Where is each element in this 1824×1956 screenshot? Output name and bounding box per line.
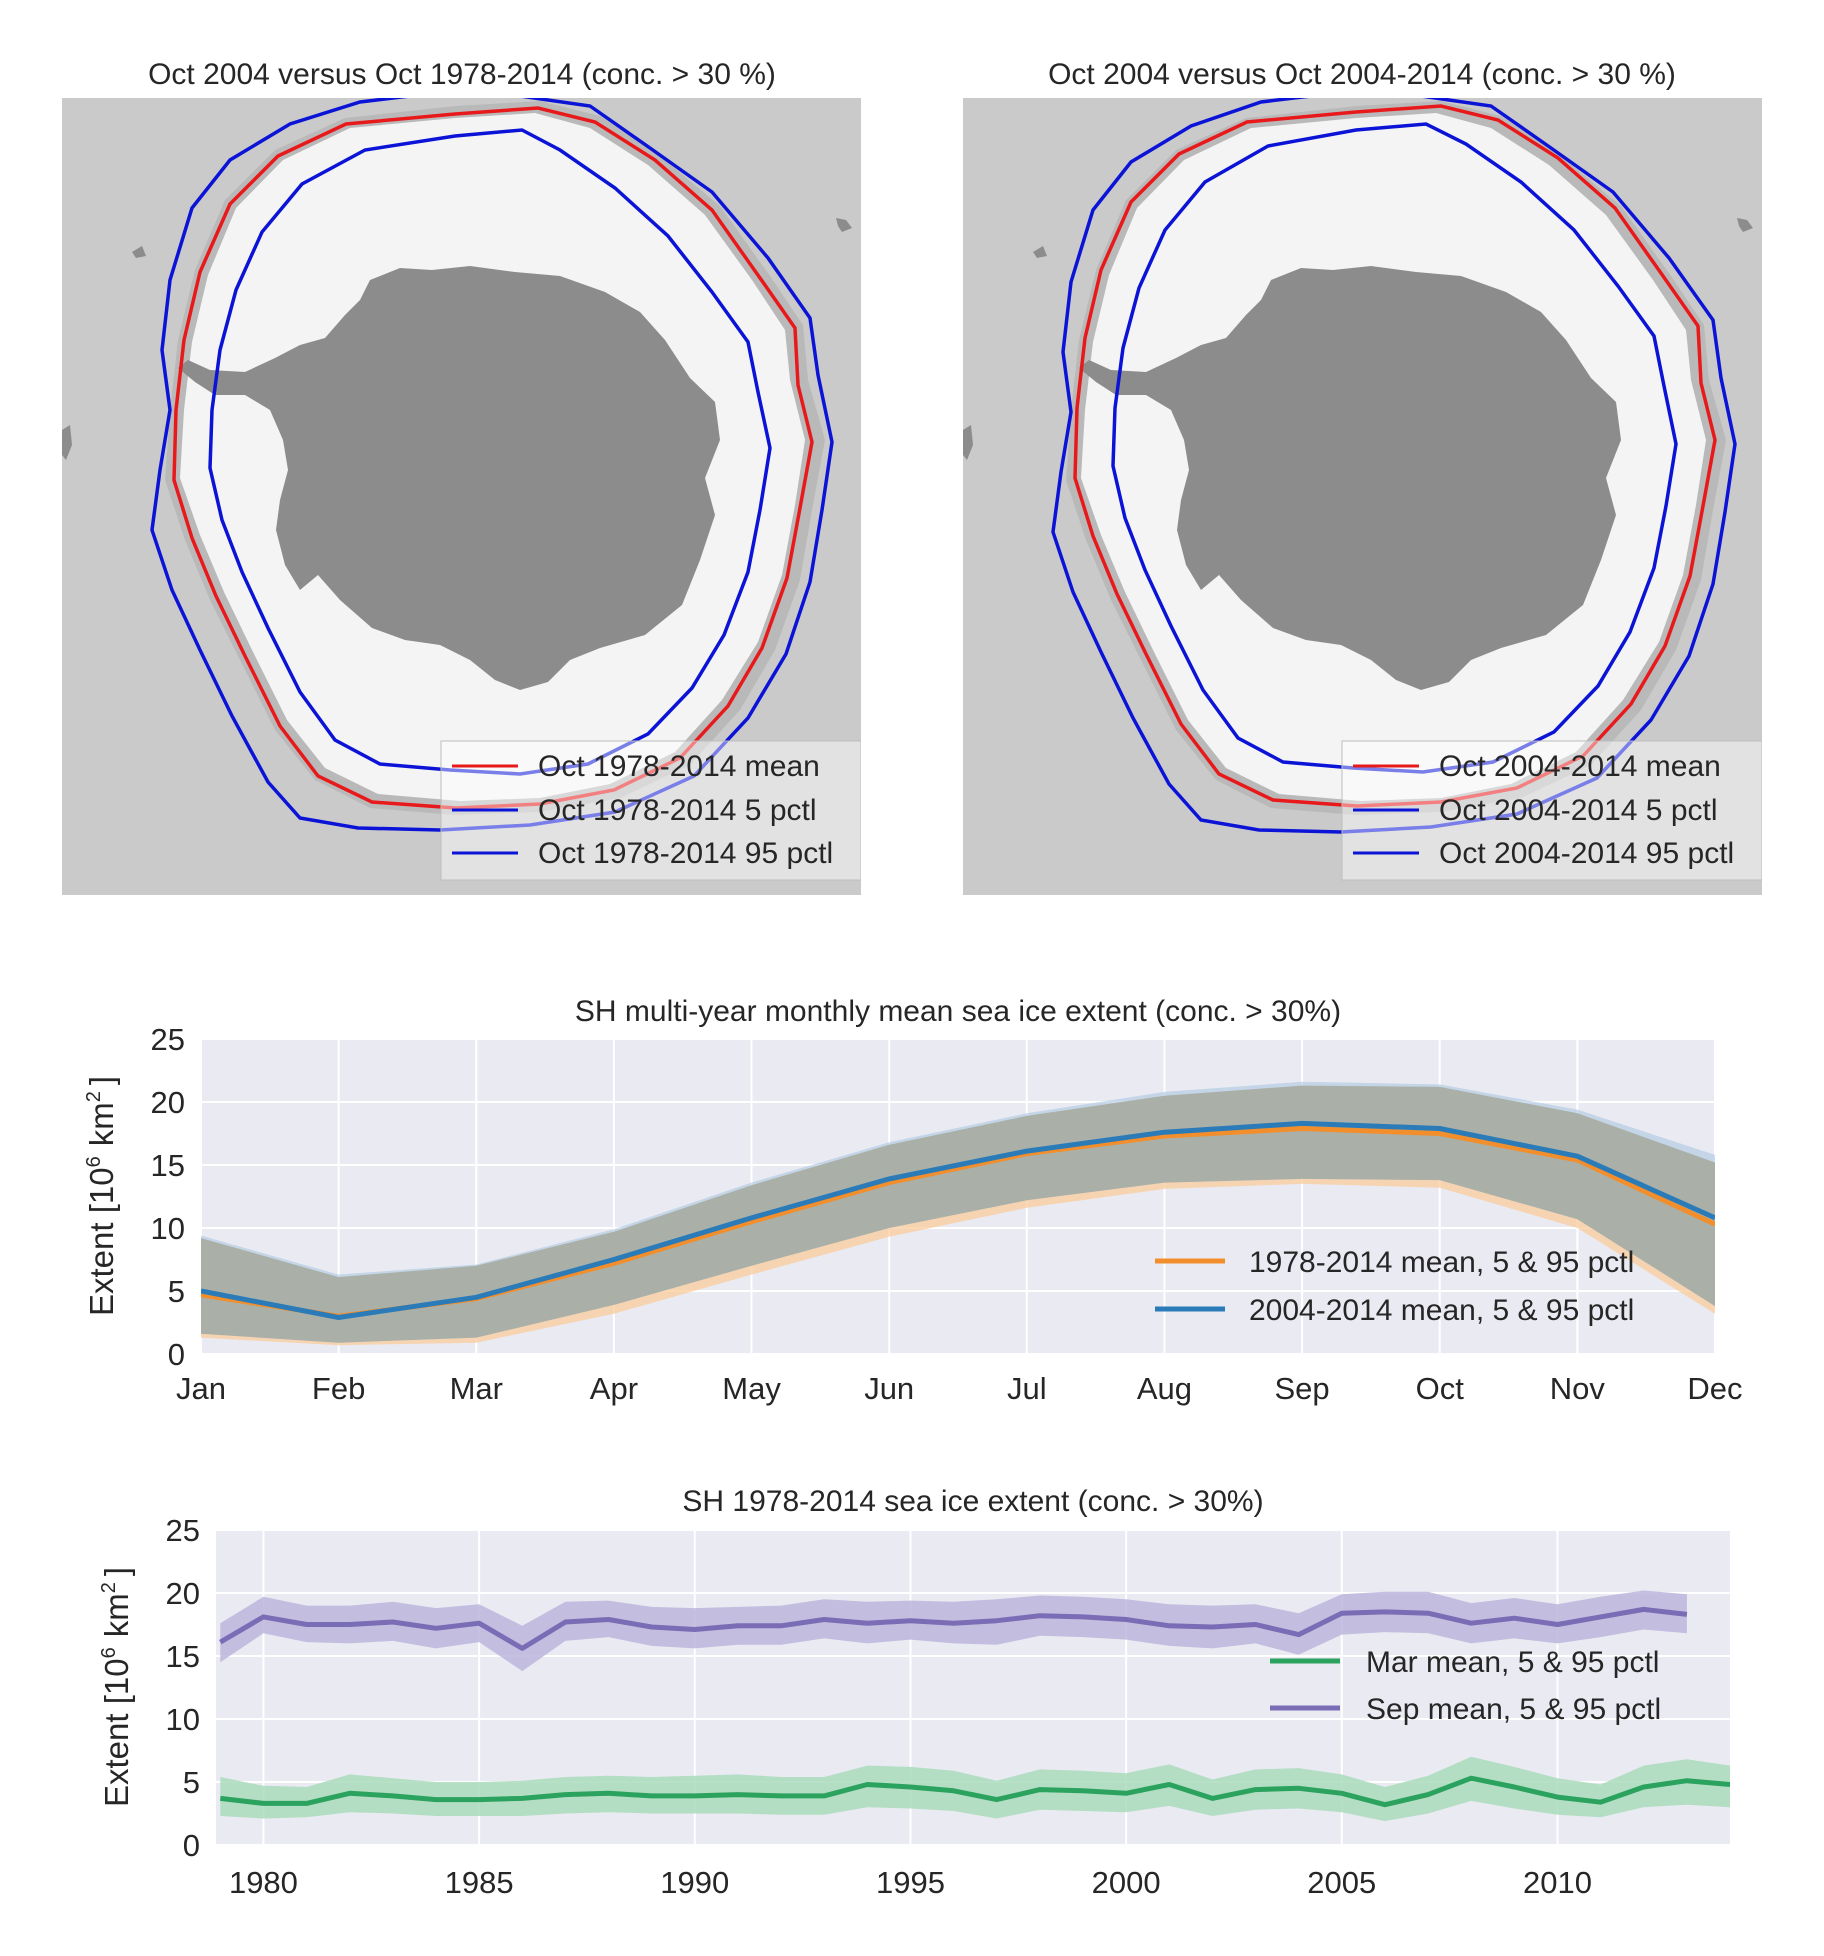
- map1-title: Oct 2004 versus Oct 1978-2014 (conc. > 3…: [148, 58, 776, 91]
- chart2-xtick-label: 2000: [1092, 1865, 1161, 1900]
- chart2-x-ticks: 1980 1985 1990 1995 2000 2005 2010: [229, 1865, 1592, 1900]
- chart2-ytick-label: 25: [166, 1513, 200, 1548]
- map1-legend-mean-label: Oct 1978-2014 mean: [538, 750, 820, 783]
- svg-text:Extent [106km2]: Extent [106 km2]: [83, 1076, 120, 1316]
- chart1-ylabel-unit: km: [83, 1102, 120, 1146]
- chart2-legend-label-sep: Sep mean, 5 & 95 pctl: [1366, 1693, 1661, 1726]
- chart2-ytick-label: 10: [166, 1702, 200, 1737]
- map2-legend-p95-label: Oct 2004-2014 95 pctl: [1439, 837, 1734, 870]
- map1-95-pctl-contour: [150, 98, 834, 832]
- chart2-lines: [219, 1606, 1730, 1808]
- chart2-ylabel-unit-exp: 2: [98, 1582, 120, 1593]
- chart1-xtick-label: May: [722, 1371, 781, 1406]
- chart2-band-sep: [220, 1590, 1687, 1672]
- chart2-ylabel-unit: km: [98, 1593, 135, 1637]
- chart2-legend: Mar mean, 5 & 95 pctl Sep mean, 5 & 95 p…: [1270, 1646, 1661, 1726]
- chart2-ytick-label: 5: [183, 1765, 200, 1800]
- chart1-legend-label-1978: 1978-2014 mean, 5 & 95 pctl: [1249, 1246, 1634, 1279]
- chart1-ylabel: Extent [106 km2]: [83, 1076, 120, 1316]
- chart1-xtick-label: Jun: [864, 1371, 914, 1406]
- chart1-xtick-label: Nov: [1550, 1371, 1606, 1406]
- chart1-ytick-label: 0: [168, 1337, 185, 1372]
- chart2-xtick-label: 1990: [660, 1865, 729, 1900]
- chart1-xtick-label: Mar: [450, 1371, 503, 1406]
- chart2-ytick-label: 20: [166, 1576, 200, 1611]
- chart1-lines: [201, 1120, 1715, 1320]
- chart2-xtick-label: 1980: [229, 1865, 298, 1900]
- chart1-xtick-label: Dec: [1687, 1371, 1742, 1406]
- chart2-legend-label-mar: Mar mean, 5 & 95 pctl: [1366, 1646, 1659, 1679]
- chart1-xtick-label: Feb: [312, 1371, 365, 1406]
- chart2-band-mar: [220, 1756, 1730, 1822]
- chart1-xtick-label: Aug: [1137, 1371, 1192, 1406]
- map2-title: Oct 2004 versus Oct 2004-2014 (conc. > 3…: [1048, 58, 1676, 91]
- map2-legend: Oct 2004-2014 mean Oct 2004-2014 5 pctl …: [1341, 740, 1762, 881]
- chart2-line-sep: [219, 1606, 1688, 1651]
- map2-antarctica: [1079, 266, 1621, 690]
- chart2-xtick-label: 1985: [445, 1865, 514, 1900]
- map2-5-pctl-contour: [1111, 122, 1678, 774]
- chart2-ylabel-base: Extent [10: [98, 1658, 135, 1807]
- map2-panel: Oct 2004-2014 mean Oct 2004-2014 5 pctl …: [963, 98, 1762, 895]
- chart2-y-ticks: 0 5 10 15 20 25: [166, 1513, 200, 1863]
- chart2-ytick-label: 15: [166, 1639, 200, 1674]
- chart2-title: SH 1978-2014 sea ice extent (conc. > 30%…: [682, 1485, 1263, 1518]
- chart2-bands: [220, 1590, 1730, 1822]
- map1-mean-contour: [172, 106, 814, 810]
- chart1-ytick-label: 5: [168, 1274, 185, 1309]
- chart1-ylabel-base: Extent [10: [83, 1167, 120, 1316]
- map2-map-content: [963, 98, 1753, 834]
- chart1-xtick-label: Apr: [590, 1371, 638, 1406]
- map2-legend-mean-label: Oct 2004-2014 mean: [1439, 750, 1721, 783]
- chart1-xtick-label: Jul: [1007, 1371, 1047, 1406]
- chart1-ylabel-close: ]: [83, 1076, 120, 1085]
- map1-antarctica: [178, 266, 720, 690]
- chart1-ytick-label: 20: [151, 1085, 185, 1120]
- chart1-y-ticks: 0 5 10 15 20 25: [151, 1022, 185, 1372]
- chart2-ylabel-close: ]: [98, 1567, 135, 1576]
- svg-text:Extent [106km2]: Extent [106 km2]: [98, 1567, 135, 1807]
- chart2-xtick-label: 2010: [1523, 1865, 1592, 1900]
- chart2-xtick-label: 2005: [1307, 1865, 1376, 1900]
- chart2-xtick-label: 1995: [876, 1865, 945, 1900]
- chart1-xtick-label: Jan: [176, 1371, 226, 1406]
- chart2-ylabel-exp: 6: [98, 1647, 120, 1658]
- chart1-xtick-label: Oct: [1416, 1371, 1465, 1406]
- chart2-ytick-label: 0: [183, 1828, 200, 1863]
- chart1-ytick-label: 25: [151, 1022, 185, 1057]
- chart1-ytick-label: 15: [151, 1148, 185, 1183]
- chart1-bands: [201, 1081, 1715, 1346]
- chart1-xtick-label: Sep: [1275, 1371, 1330, 1406]
- map2-mean-contour: [1073, 104, 1717, 808]
- map2-islands: [963, 218, 1753, 460]
- chart1-title: SH multi-year monthly mean sea ice exten…: [575, 995, 1341, 1028]
- map2-95-pctl-contour: [1051, 98, 1737, 834]
- chart1-x-ticks: Jan Feb Mar Apr May Jun Jul Aug Sep Oct Nov Dec: [176, 1371, 1743, 1406]
- chart2-ylabel: Extent [106 km2]: [98, 1567, 135, 1807]
- chart1-legend-label-2004: 2004-2014 mean, 5 & 95 pctl: [1249, 1294, 1634, 1327]
- map1-legend-p95-label: Oct 1978-2014 95 pctl: [538, 837, 833, 870]
- chart1-line-2004: [201, 1120, 1715, 1320]
- chart1-ylabel-unit-exp: 2: [83, 1091, 105, 1102]
- map1-legend: Oct 1978-2014 mean Oct 1978-2014 5 pctl …: [440, 740, 861, 881]
- chart1-legend: 1978-2014 mean, 5 & 95 pctl 2004-2014 me…: [1155, 1246, 1634, 1327]
- map1-islands: [62, 218, 852, 460]
- chart1-ylabel-exp: 6: [83, 1156, 105, 1167]
- chart1-band-overlap: [201, 1085, 1715, 1343]
- map1-legend-p5-label: Oct 1978-2014 5 pctl: [538, 794, 817, 827]
- chart1-ytick-label: 10: [151, 1211, 185, 1246]
- map1-5-pctl-contour: [208, 128, 772, 776]
- map2-legend-p5-label: Oct 2004-2014 5 pctl: [1439, 794, 1718, 827]
- chart2-line-mar: [220, 1775, 1730, 1808]
- map1-panel: Oct 1978-2014 mean Oct 1978-2014 5 pctl …: [62, 98, 861, 895]
